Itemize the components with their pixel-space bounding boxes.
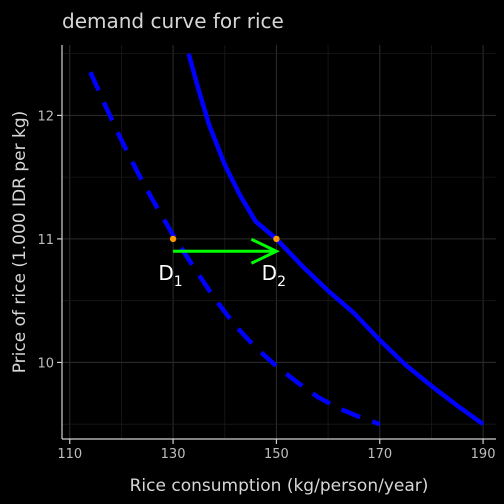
y-axis-title: Price of rice (1.000 IDR per kg): [10, 111, 30, 374]
annotation-d2: D2: [262, 261, 286, 290]
series-layer: [88, 52, 485, 427]
marks-layer: D1 D2: [158, 235, 286, 290]
y-tick-label: 10: [37, 356, 54, 371]
x-axis-ticks: 110 130 150 170 190: [57, 439, 495, 462]
x-tick-label: 150: [264, 447, 289, 462]
x-tick-label: 170: [367, 447, 392, 462]
gridlines: [62, 45, 496, 439]
shift-arrow-head: [250, 237, 280, 265]
x-tick-label: 190: [471, 447, 496, 462]
demand-curve-d2-line: [186, 52, 485, 427]
x-axis-title: Rice consumption (kg/person/year): [130, 476, 429, 496]
y-axis-ticks: 10 11 12: [37, 109, 62, 371]
x-tick-label: 130: [161, 447, 186, 462]
annotation-d1: D1: [158, 261, 182, 290]
point-d2: [273, 235, 280, 243]
y-tick-label: 11: [37, 233, 54, 248]
chart-title: demand curve for rice: [62, 9, 284, 33]
demand-curve-d1-line: [88, 71, 381, 427]
y-tick-label: 12: [37, 109, 54, 124]
x-tick-label: 110: [57, 447, 82, 462]
point-d1: [169, 235, 177, 243]
